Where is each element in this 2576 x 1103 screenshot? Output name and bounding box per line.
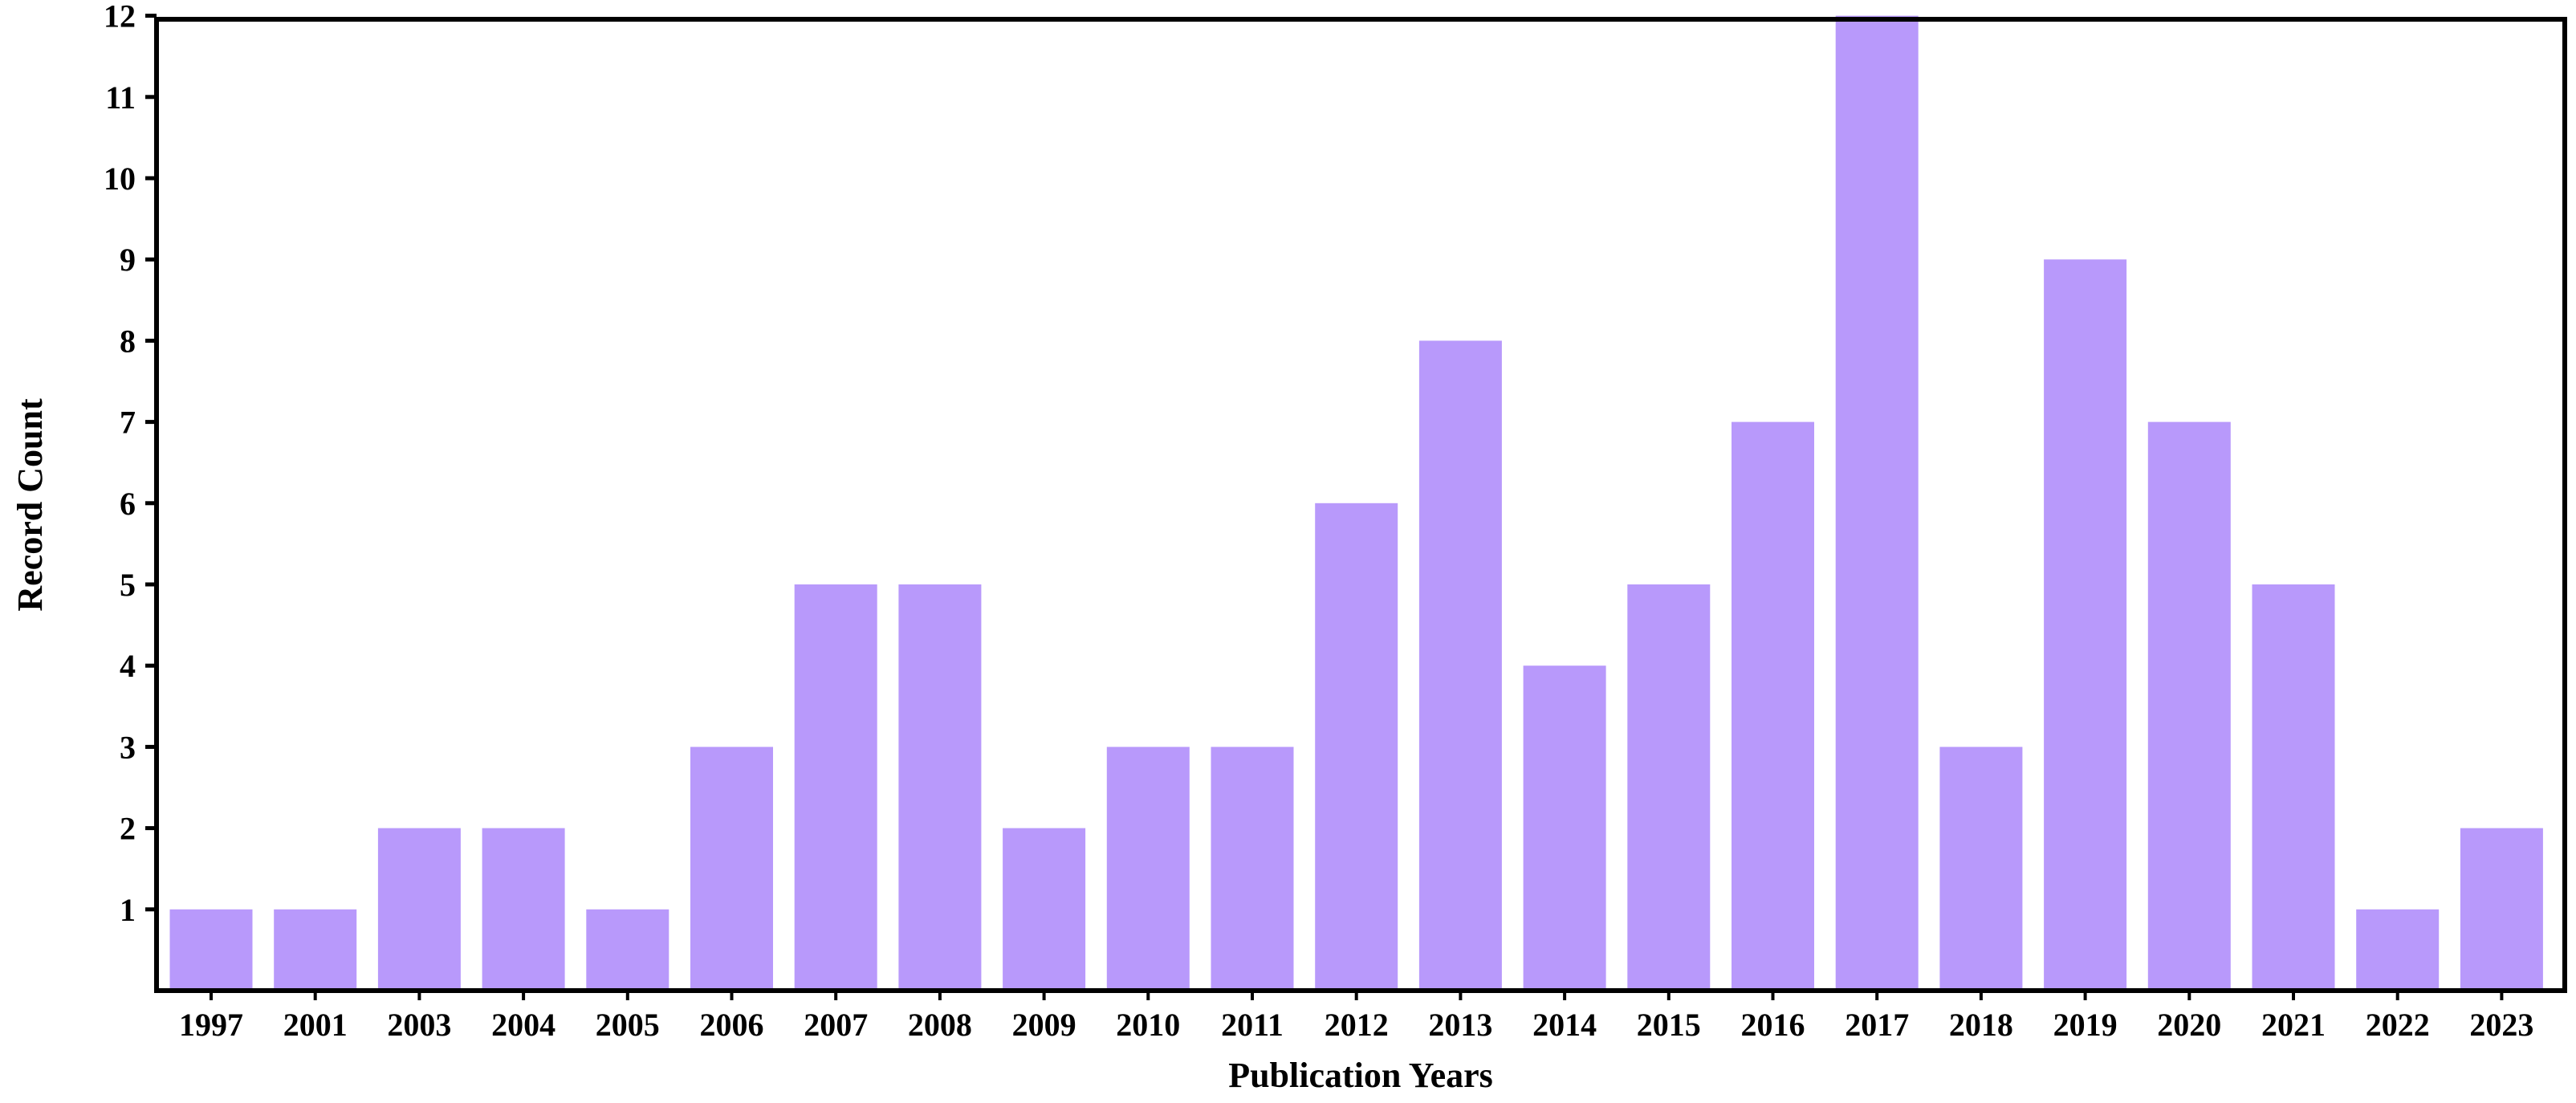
y-tick-label-5: 5: [120, 567, 136, 603]
x-tick-label-2018: 2018: [1949, 1007, 2013, 1043]
x-tick-label-2017: 2017: [1845, 1007, 1909, 1043]
bar-2003: [377, 828, 461, 991]
x-tick-label-2009: 2009: [1012, 1007, 1076, 1043]
bar-2023: [2460, 828, 2543, 991]
bar-2013: [1418, 340, 1502, 991]
x-axis-ticks: 1997 2001 2003 2004 2005 2006 2007 2008 2009 2010…: [179, 991, 2533, 1043]
x-tick-label-2010: 2010: [1116, 1007, 1180, 1043]
x-tick-label-2001: 2001: [283, 1007, 348, 1043]
y-tick-label-12: 12: [104, 0, 136, 35]
x-tick-label-2019: 2019: [2053, 1007, 2118, 1043]
y-tick-label-2: 2: [120, 811, 136, 847]
x-tick-label-2004: 2004: [491, 1007, 555, 1043]
bar-2007: [794, 584, 877, 991]
y-tick-label-6: 6: [120, 486, 136, 522]
x-tick-label-2011: 2011: [1221, 1007, 1284, 1043]
bar-2005: [586, 909, 669, 991]
x-tick-label-1997: 1997: [179, 1007, 243, 1043]
x-tick-label-2016: 2016: [1741, 1007, 1805, 1043]
y-tick-label-1: 1: [120, 892, 136, 928]
bar-2008: [898, 584, 982, 991]
y-tick-label-3: 3: [120, 729, 136, 765]
bar-2017: [1835, 15, 1919, 991]
bar-2016: [1732, 421, 1814, 991]
bars-group: [169, 15, 2543, 991]
x-tick-label-2022: 2022: [2366, 1007, 2430, 1043]
bar-2004: [482, 828, 565, 991]
x-tick-label-2003: 2003: [387, 1007, 451, 1043]
x-tick-label-2015: 2015: [1637, 1007, 1701, 1043]
bar-2015: [1627, 584, 1711, 991]
x-tick-label-2021: 2021: [2261, 1007, 2326, 1043]
bar-2012: [1315, 503, 1398, 991]
bar-2021: [2252, 584, 2335, 991]
x-tick-label-2005: 2005: [596, 1007, 660, 1043]
y-axis-title: Record Count: [10, 398, 50, 612]
x-tick-label-2006: 2006: [700, 1007, 764, 1043]
x-axis-title: Publication Years: [1228, 1056, 1493, 1095]
bar-1997: [169, 909, 253, 991]
y-tick-label-7: 7: [120, 405, 136, 441]
bar-2018: [1939, 747, 2023, 991]
x-tick-label-2012: 2012: [1325, 1007, 1389, 1043]
bar-2009: [1003, 828, 1086, 991]
x-tick-label-2023: 2023: [2469, 1007, 2533, 1043]
bar-2011: [1211, 747, 1294, 991]
bar-2019: [2044, 259, 2127, 991]
plot-area-frame: [154, 17, 2567, 993]
bar-2010: [1106, 747, 1190, 991]
bar-2022: [2356, 909, 2440, 991]
x-tick-label-2008: 2008: [908, 1007, 972, 1043]
y-tick-label-9: 9: [120, 242, 136, 278]
y-tick-label-4: 4: [120, 648, 136, 684]
x-tick-label-2013: 2013: [1428, 1007, 1492, 1043]
y-tick-label-10: 10: [104, 161, 136, 197]
bar-2001: [274, 909, 357, 991]
y-tick-label-8: 8: [120, 323, 136, 359]
bar-2014: [1523, 665, 1606, 991]
x-tick-label-2014: 2014: [1532, 1007, 1597, 1043]
x-tick-label-2007: 2007: [804, 1007, 868, 1043]
bar-2006: [690, 747, 773, 991]
x-tick-label-2020: 2020: [2157, 1007, 2221, 1043]
y-tick-label-11: 11: [105, 79, 136, 116]
bar-2020: [2147, 421, 2231, 991]
